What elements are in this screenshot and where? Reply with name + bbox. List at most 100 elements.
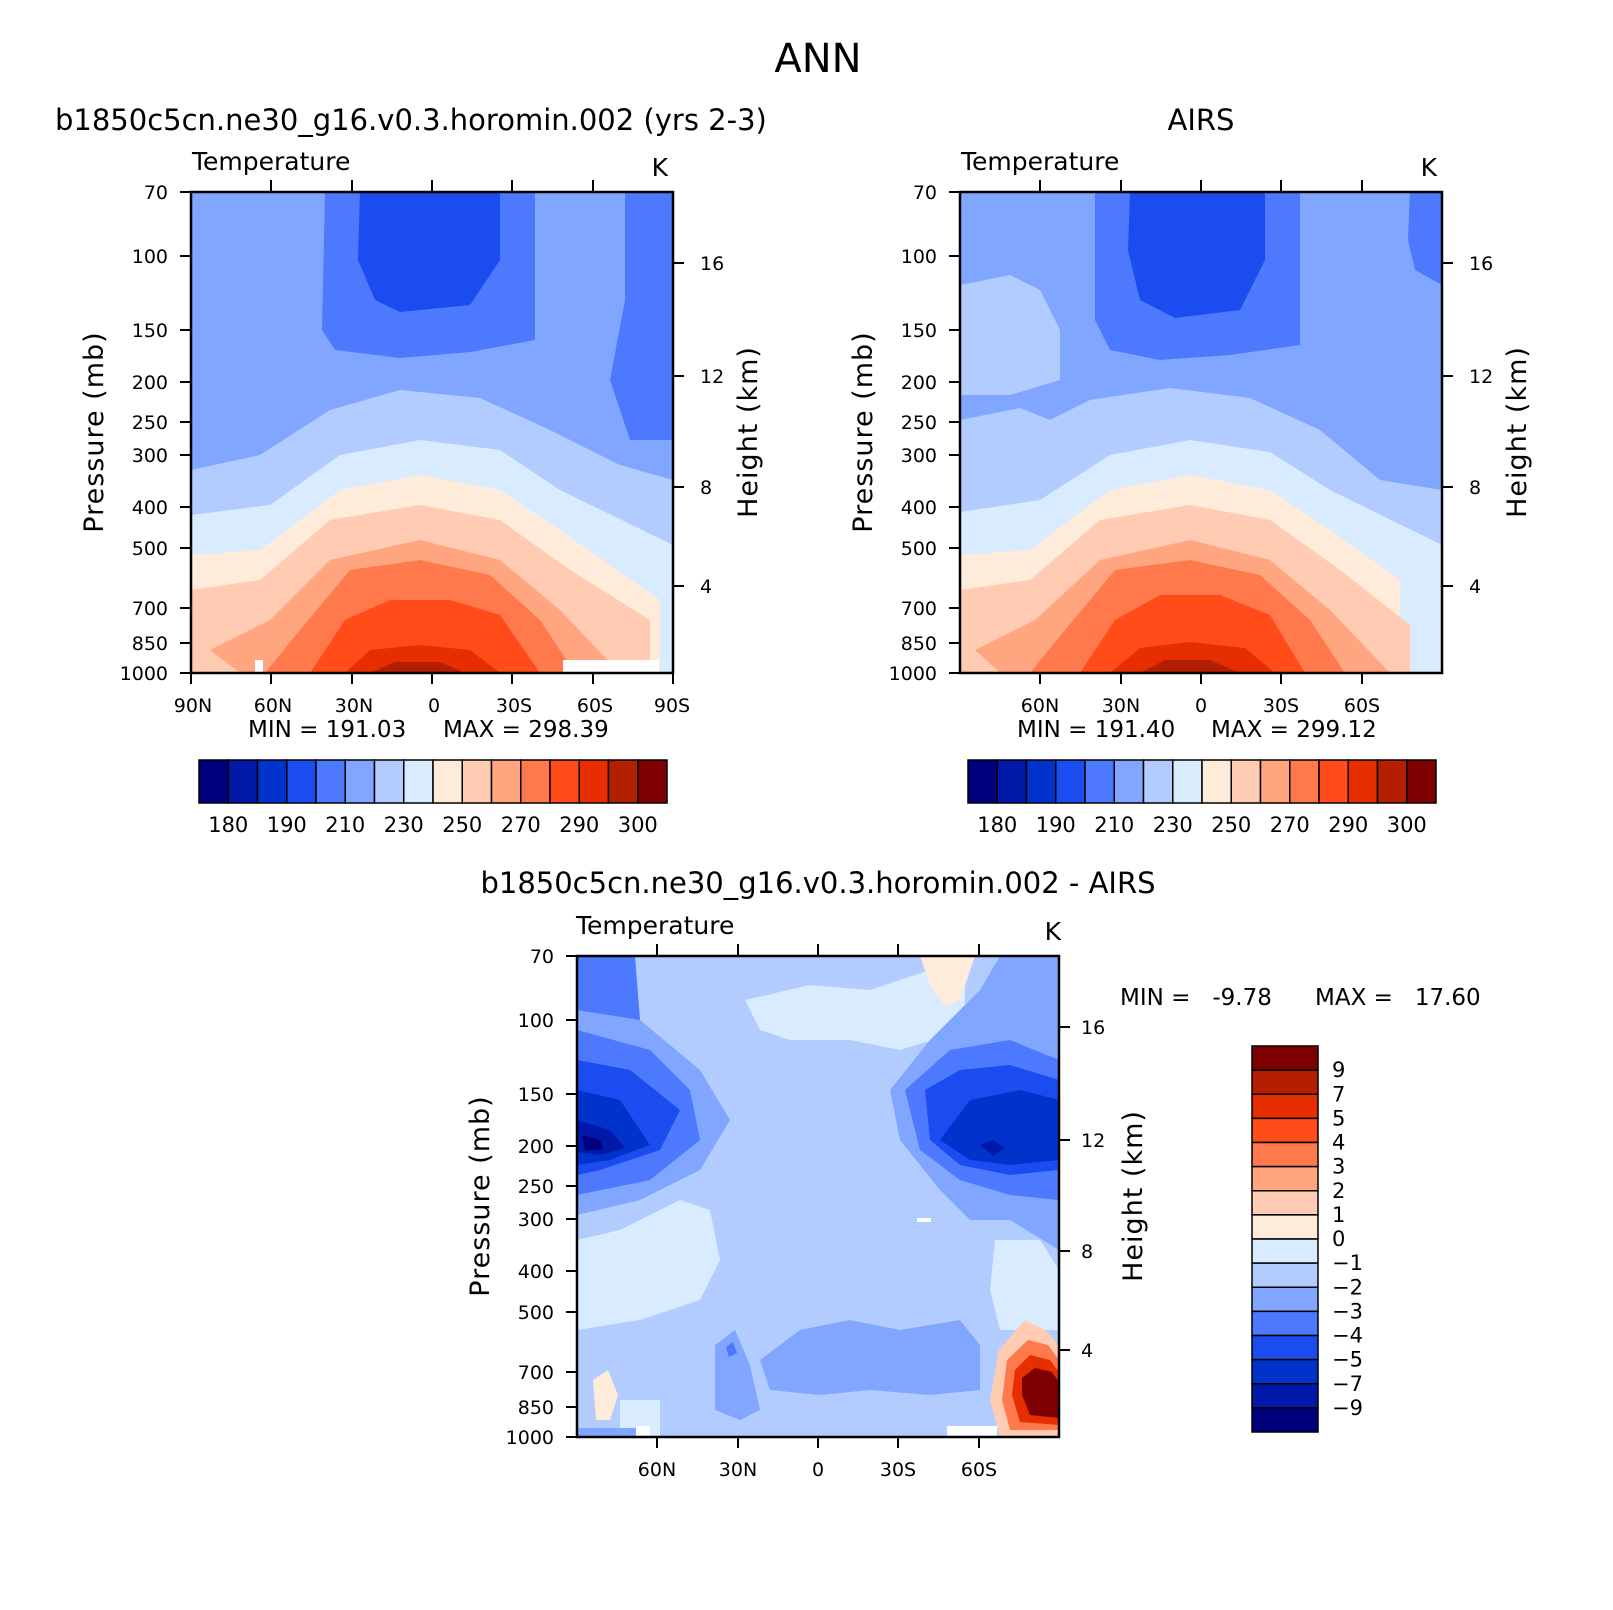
colorbar-swatch — [286, 759, 317, 804]
colorbar-label: 0 — [1332, 1227, 1345, 1251]
colorbar-swatch — [967, 759, 998, 804]
panel-model-right-label: Height (km) — [733, 346, 764, 518]
colorbar-swatch — [1230, 759, 1262, 804]
y-tick: 500 — [518, 1302, 554, 1324]
colorbar-label: 270 — [501, 813, 541, 837]
colorbar-label: −2 — [1332, 1275, 1363, 1299]
colorbar-label: 4 — [1332, 1131, 1345, 1155]
panel-model-y-ticks: 70 100 150 200 250 300 400 500 700 850 1… — [120, 182, 168, 685]
colorbar-swatch — [607, 759, 639, 804]
colorbar-label: −7 — [1332, 1372, 1363, 1396]
panel-model-colorbar: 180 190 210 230 250 270 290 300 — [198, 759, 668, 837]
y-tick: 70 — [530, 946, 554, 968]
y-tick: 200 — [132, 372, 168, 394]
x-tick: 90N — [174, 695, 212, 717]
colorbar-swatch — [198, 759, 229, 804]
colorbar-swatch — [1251, 1238, 1319, 1264]
panel-model-title: b1850c5cn.ne30_g16.v0.3.horomin.002 (yrs… — [55, 103, 767, 137]
x-tick: 0 — [812, 1459, 824, 1481]
y-tick: 1000 — [120, 663, 168, 685]
colorbar-swatch — [1251, 1190, 1319, 1216]
y-tick: 70 — [144, 182, 168, 204]
panel-obs-title: AIRS — [1168, 103, 1235, 137]
y-tick: 700 — [901, 598, 937, 620]
colorbar-swatch — [549, 759, 580, 804]
panel-diff-right-ticks: 16 12 8 4 — [1081, 1017, 1105, 1362]
x-tick: 30S — [880, 1459, 916, 1481]
y-tick: 250 — [132, 412, 168, 434]
panel-model-units: K — [652, 153, 669, 182]
colorbar-swatch — [432, 759, 463, 804]
panel-obs-units: K — [1421, 153, 1438, 182]
colorbar-swatch — [461, 759, 493, 804]
colorbar-label: −1 — [1332, 1251, 1363, 1275]
x-tick: 60N — [1021, 695, 1059, 717]
colorbar-label: −3 — [1332, 1299, 1363, 1323]
panel-obs-ylabel: Pressure (mb) — [848, 331, 879, 532]
panel-diff-field — [577, 956, 1059, 1437]
y-tick: 700 — [132, 598, 168, 620]
height-tick: 8 — [1469, 477, 1481, 499]
y-tick: 100 — [132, 246, 168, 268]
panel-model: b1850c5cn.ne30_g16.v0.3.horomin.002 (yrs… — [55, 103, 767, 837]
colorbar-label: 270 — [1270, 813, 1310, 837]
colorbar-label: −5 — [1332, 1348, 1363, 1372]
x-tick: 60S — [1344, 695, 1380, 717]
x-tick: 30N — [335, 695, 373, 717]
panel-model-ylabel: Pressure (mb) — [79, 331, 110, 532]
panel-model-tick-marks — [180, 180, 684, 684]
panel-obs-variable: Temperature — [960, 147, 1119, 176]
colorbar-swatch — [1251, 1286, 1319, 1313]
height-tick: 8 — [700, 477, 712, 499]
y-tick: 850 — [132, 633, 168, 655]
y-tick: 150 — [132, 320, 168, 342]
x-tick: 60N — [254, 695, 292, 717]
x-tick: 60S — [577, 695, 613, 717]
height-tick: 16 — [1081, 1017, 1105, 1039]
x-tick: 30N — [1102, 695, 1140, 717]
colorbar-swatch — [1055, 759, 1086, 804]
panel-obs-right-label: Height (km) — [1502, 346, 1533, 518]
x-tick: 60N — [638, 1459, 676, 1481]
panel-diff-title: b1850c5cn.ne30_g16.v0.3.horomin.002 - AI… — [480, 866, 1155, 900]
colorbar-swatch — [1084, 759, 1115, 804]
colorbar-label: 250 — [442, 813, 482, 837]
y-tick: 1000 — [506, 1427, 554, 1449]
panel-diff-y-ticks: 70 100 150 200 250 300 400 500 700 850 1… — [506, 946, 554, 1449]
colorbar-swatch — [403, 759, 434, 804]
height-tick: 12 — [1469, 366, 1493, 388]
y-tick: 850 — [901, 633, 937, 655]
height-tick: 4 — [1469, 576, 1481, 598]
y-tick: 850 — [518, 1397, 554, 1419]
x-tick: 0 — [428, 695, 440, 717]
colorbar-swatch — [1025, 759, 1057, 804]
colorbar-swatch — [1251, 1407, 1319, 1433]
y-tick: 400 — [901, 497, 937, 519]
height-tick: 12 — [1081, 1130, 1105, 1152]
y-tick: 500 — [901, 538, 937, 560]
panel-obs-x-ticks: 60N 30N 0 30S 60S — [1021, 695, 1380, 717]
y-tick: 300 — [518, 1209, 554, 1231]
colorbar-swatch — [1251, 1141, 1319, 1168]
x-tick: 90S — [654, 695, 690, 717]
y-tick: 400 — [132, 497, 168, 519]
y-tick: 150 — [518, 1084, 554, 1106]
panel-model-x-ticks: 90N 60N 30N 0 30S 60S 90S — [174, 695, 690, 717]
y-tick: 300 — [901, 445, 937, 467]
height-tick: 16 — [1469, 253, 1493, 275]
colorbar-swatch — [490, 759, 522, 804]
panel-diff-x-ticks: 60N 30N 0 30S 60S — [638, 1459, 997, 1481]
colorbar-label: 180 — [208, 813, 248, 837]
colorbar-swatch — [1251, 1214, 1319, 1240]
colorbar-label: 7 — [1332, 1082, 1345, 1106]
colorbar-swatch — [1251, 1165, 1319, 1192]
colorbar-swatch — [1251, 1358, 1319, 1385]
colorbar-label: 190 — [267, 813, 307, 837]
panel-diff-units: K — [1045, 917, 1062, 946]
page-title: ANN — [774, 36, 861, 82]
colorbar-swatch — [1251, 1045, 1319, 1071]
colorbar-label: 190 — [1036, 813, 1076, 837]
y-tick: 300 — [132, 445, 168, 467]
y-tick: 200 — [901, 372, 937, 394]
